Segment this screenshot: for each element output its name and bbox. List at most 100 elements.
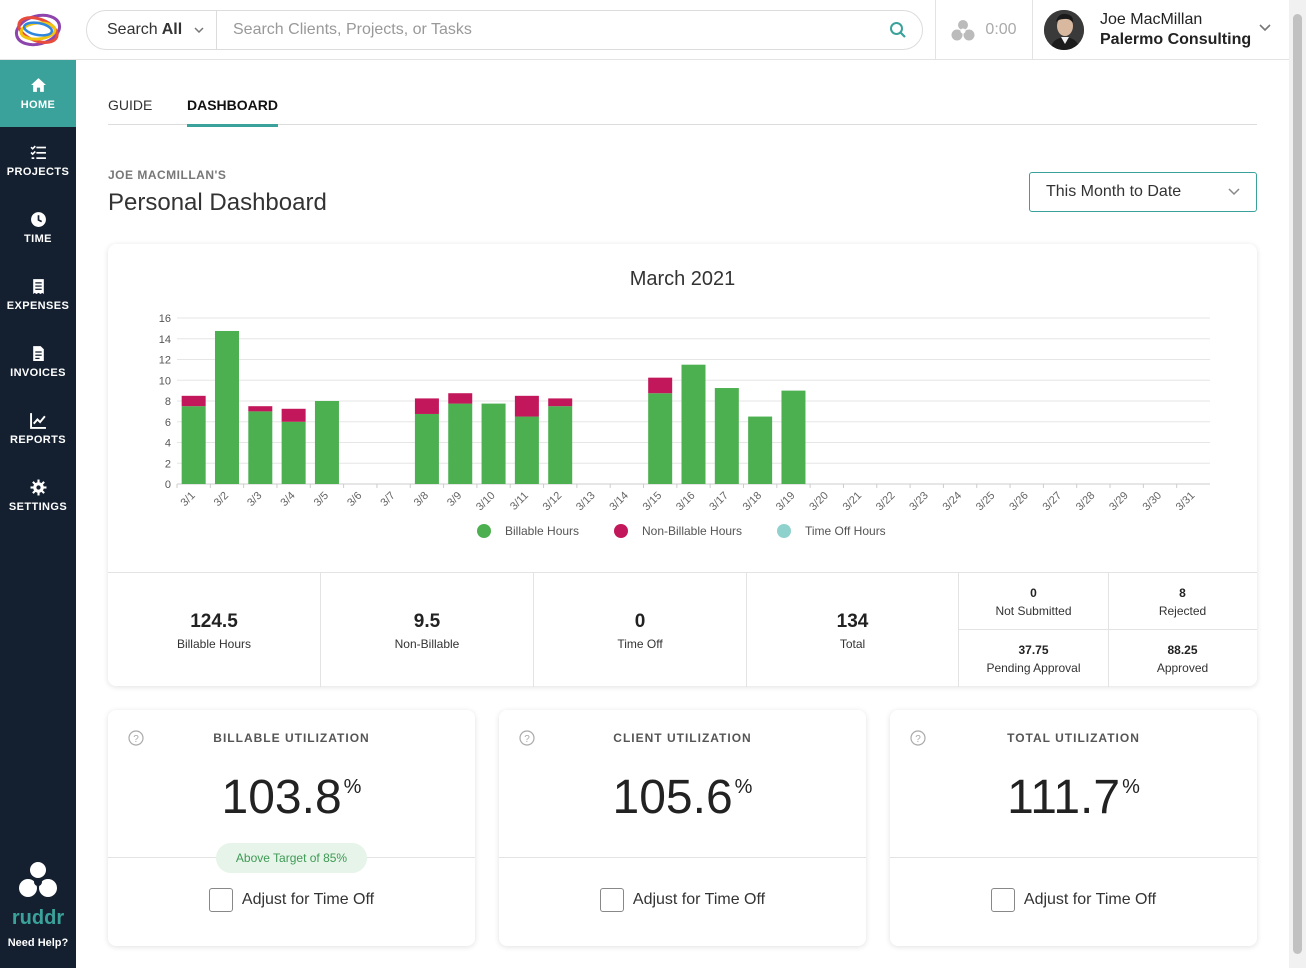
x-tick-label: 3/16: [674, 490, 698, 514]
nav-home[interactable]: HOME: [0, 60, 76, 127]
y-tick-label: 0: [165, 479, 171, 491]
adjust-time-off-label[interactable]: Adjust for Time Off: [1023, 891, 1157, 908]
nav-label: TIME: [24, 232, 52, 245]
x-tick-label: 3/3: [245, 490, 264, 509]
need-help-link[interactable]: Need Help?: [7, 937, 69, 949]
divider: [890, 857, 1257, 858]
nav-expenses[interactable]: EXPENSES: [0, 261, 76, 328]
help-circle-icon[interactable]: ?: [519, 730, 535, 746]
avatar: [1044, 10, 1084, 50]
app-logo[interactable]: [0, 0, 76, 60]
x-tick-label: 3/13: [574, 490, 598, 514]
tab-dashboard[interactable]: DASHBOARD: [187, 97, 278, 127]
period-select-value: This Month to Date: [1046, 183, 1182, 200]
x-tick-label: 3/11: [508, 490, 531, 513]
stat-label: Billable Hours: [176, 637, 252, 651]
bar-segment: [281, 408, 306, 422]
nav-invoices[interactable]: INVOICES: [0, 328, 76, 395]
approval-status-grid: 0 Not Submitted 8 Rejected 37.75 Pending…: [959, 573, 1257, 687]
stat-value: 8: [1179, 586, 1186, 600]
nav-projects[interactable]: PROJECTS: [0, 127, 76, 194]
x-tick-label: 3/8: [412, 490, 431, 509]
search-scope-dropdown[interactable]: Search All: [87, 11, 217, 49]
user-menu[interactable]: Joe MacMillan Palermo Consulting: [1044, 0, 1289, 60]
adjust-time-off-label[interactable]: Adjust for Time Off: [632, 891, 766, 908]
util-value: 105.6%: [499, 770, 866, 825]
dashboard-tabs: GUIDE DASHBOARD: [108, 86, 1257, 127]
adjust-time-off-checkbox[interactable]: [208, 888, 233, 912]
x-tick-label: 3/28: [1074, 490, 1098, 514]
stat-label: Non-Billable: [394, 637, 460, 651]
home-icon: [30, 77, 46, 92]
receipt-icon: [32, 278, 44, 294]
adjust-time-off[interactable]: Adjust for Time Off: [108, 888, 475, 912]
nav-label: HOME: [20, 98, 56, 111]
adjust-time-off[interactable]: Adjust for Time Off: [890, 888, 1257, 912]
search-icon: [890, 22, 906, 38]
x-tick-label: 3/29: [1107, 490, 1131, 514]
x-tick-label: 3/12: [541, 490, 565, 514]
chevron-down-icon: [1228, 188, 1240, 196]
adjust-time-off-label[interactable]: Adjust for Time Off: [241, 891, 375, 908]
x-tick-label: 3/27: [1041, 490, 1065, 514]
bar-segment: [414, 413, 439, 484]
legend-label: Billable Hours: [505, 524, 579, 538]
util-unit: %: [343, 776, 362, 798]
search-bar: Search All: [86, 10, 923, 50]
bar-segment: [314, 401, 339, 484]
legend-label: Time Off Hours: [805, 524, 886, 538]
util-title: BILLABLE UTILIZATION: [213, 731, 370, 745]
stat-label: Rejected: [1158, 604, 1207, 618]
nav-settings[interactable]: SETTINGS: [0, 462, 76, 529]
clock-icon: [30, 211, 46, 227]
help-circle-icon[interactable]: ?: [128, 730, 144, 746]
timer[interactable]: 0:00: [935, 0, 1033, 60]
nav-reports[interactable]: REPORTS: [0, 395, 76, 462]
ruddr-propeller-icon: [19, 862, 57, 897]
search-input[interactable]: [217, 11, 874, 49]
util-value: 103.8%: [108, 770, 475, 825]
scrollbar-thumb[interactable]: [1293, 14, 1302, 954]
stat-pending-approval: 37.75 Pending Approval: [959, 643, 1108, 675]
x-tick-label: 3/22: [874, 490, 898, 514]
bar-segment: [548, 398, 573, 407]
bar-segment: [248, 411, 273, 484]
page-title: Personal Dashboard: [108, 189, 327, 216]
stat-rejected: 8 Rejected: [1108, 586, 1257, 618]
bar-segment: [648, 393, 673, 484]
page-scrollbar[interactable]: [1289, 0, 1306, 968]
search-button[interactable]: [874, 11, 922, 49]
stat-value: 0: [634, 611, 646, 632]
chart-line-icon: [29, 412, 46, 429]
util-number: 105.6: [612, 771, 733, 824]
timer-value: 0:00: [985, 21, 1017, 38]
client-utilization-card: ? CLIENT UTILIZATION 105.6% Adjust for T…: [499, 710, 866, 946]
nav-label: SETTINGS: [8, 500, 68, 513]
adjust-time-off[interactable]: Adjust for Time Off: [499, 888, 866, 912]
x-tick-label: 3/24: [941, 490, 965, 514]
nav-time[interactable]: TIME: [0, 194, 76, 261]
bar-segment: [448, 393, 473, 404]
help-circle-icon[interactable]: ?: [910, 730, 926, 746]
util-number: 111.7: [1007, 771, 1121, 824]
bar-segment: [714, 388, 739, 484]
period-select[interactable]: This Month to Date: [1029, 172, 1257, 212]
x-tick-label: 3/2: [212, 490, 231, 509]
x-tick-label: 3/15: [641, 490, 665, 514]
adjust-time-off-checkbox[interactable]: [599, 888, 624, 912]
adjust-time-off-checkbox[interactable]: [990, 888, 1015, 912]
bar-segment: [281, 421, 306, 484]
x-tick-label: 3/5: [312, 490, 331, 509]
grid-divider-v: [1108, 573, 1109, 687]
bar-segment: [648, 377, 673, 394]
bar-segment: [548, 406, 573, 484]
bar-segment: [514, 416, 539, 484]
topbar: Search All 0:00 Joe MacMillan Palermo Co…: [76, 0, 1289, 60]
hours-bar-chart: 0 2 4 6 8 10 12 14 16 3/1 3/2 3/3 3/4 3/5 3/6 3/7 3/8 3/9…: [159, 313, 1210, 538]
search-scope-prefix: Search: [107, 21, 158, 38]
gear-icon: [30, 479, 46, 495]
y-tick-label: 2: [165, 458, 171, 470]
bar-segment: [181, 406, 206, 484]
stat-value: 37.75: [1018, 643, 1049, 657]
tab-guide[interactable]: GUIDE: [108, 97, 153, 113]
